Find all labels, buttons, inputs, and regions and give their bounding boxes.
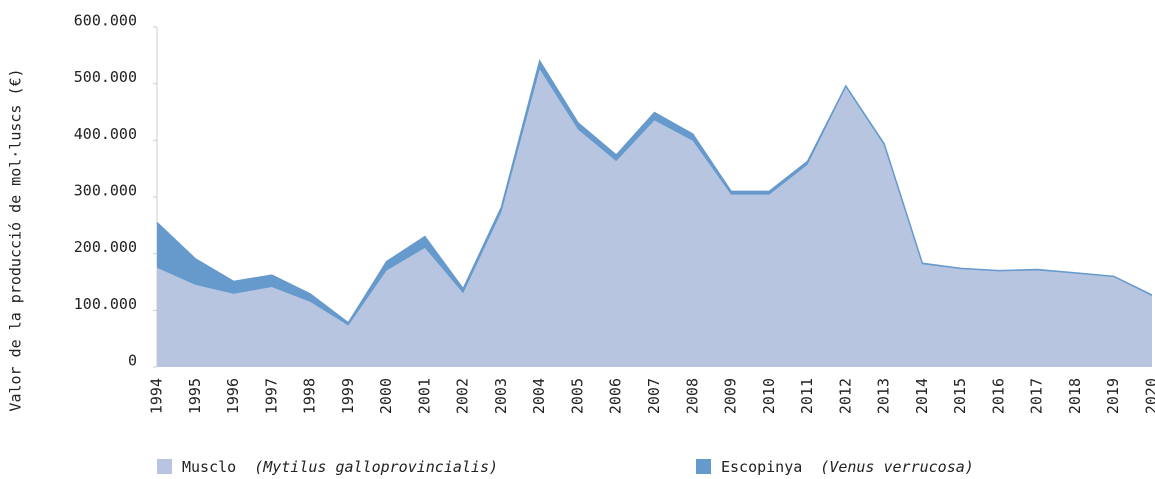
x-tick-label: 2001 — [415, 378, 433, 414]
x-tick-label: 2013 — [875, 378, 893, 414]
y-tick-label: 600.000 — [74, 12, 137, 30]
x-tick-label: 2018 — [1066, 378, 1084, 414]
y-tick-label: 100.000 — [74, 295, 137, 313]
x-tick-label: 1997 — [262, 378, 280, 414]
x-tick-label: 2020 — [1143, 378, 1155, 414]
x-tick-label: 1996 — [224, 378, 242, 414]
area — [157, 69, 1152, 367]
y-tick-label: 400.000 — [74, 125, 137, 143]
x-tick-label: 2014 — [913, 378, 931, 414]
x-tick-label: 2002 — [454, 378, 472, 414]
legend-label: Escopinya (Venus verrucosa) — [721, 458, 974, 476]
x-tick-label: 2004 — [530, 378, 548, 414]
x-tick-label: 2003 — [492, 378, 510, 414]
legend-name: Musclo — [182, 458, 236, 476]
area — [157, 61, 1152, 326]
x-tick-label: 1995 — [186, 378, 204, 414]
y-tick-label: 500.000 — [74, 68, 137, 86]
x-tick-label: 1994 — [148, 378, 166, 414]
x-tick-label: 2019 — [1104, 378, 1122, 414]
x-tick-label: 2015 — [951, 378, 969, 414]
x-tick-label: 2005 — [568, 378, 586, 414]
x-tick-label: 2000 — [377, 378, 395, 414]
x-tick-label: 2016 — [989, 378, 1007, 414]
legend-swatch — [157, 459, 172, 474]
legend-name: Escopinya — [721, 458, 802, 476]
x-tick-label: 2006 — [607, 378, 625, 414]
legend-swatch — [696, 459, 711, 474]
x-tick-label: 2010 — [760, 378, 778, 414]
y-tick-label: 300.000 — [74, 182, 137, 200]
y-tick-label: 0 — [128, 352, 137, 370]
x-tick-label: 1999 — [339, 378, 357, 414]
x-tick-label: 2007 — [645, 378, 663, 414]
legend-latin: (Mytilus galloprovincialis) — [254, 458, 498, 476]
x-tick-label: 2011 — [798, 378, 816, 414]
x-tick-label: 2008 — [683, 378, 701, 414]
y-tick-label: 200.000 — [74, 238, 137, 256]
x-tick-label: 2017 — [1028, 378, 1046, 414]
legend-label: Musclo (Mytilus galloprovincialis) — [182, 458, 498, 476]
x-tick-label: 2012 — [836, 378, 854, 414]
legend-latin: (Venus verrucosa) — [820, 458, 974, 476]
x-tick-label: 1998 — [301, 378, 319, 414]
y-axis-label: Valor de la producció de mol·luscs (€) — [7, 68, 25, 411]
area-top-edge — [156, 59, 1153, 324]
x-tick-label: 2009 — [722, 378, 740, 414]
